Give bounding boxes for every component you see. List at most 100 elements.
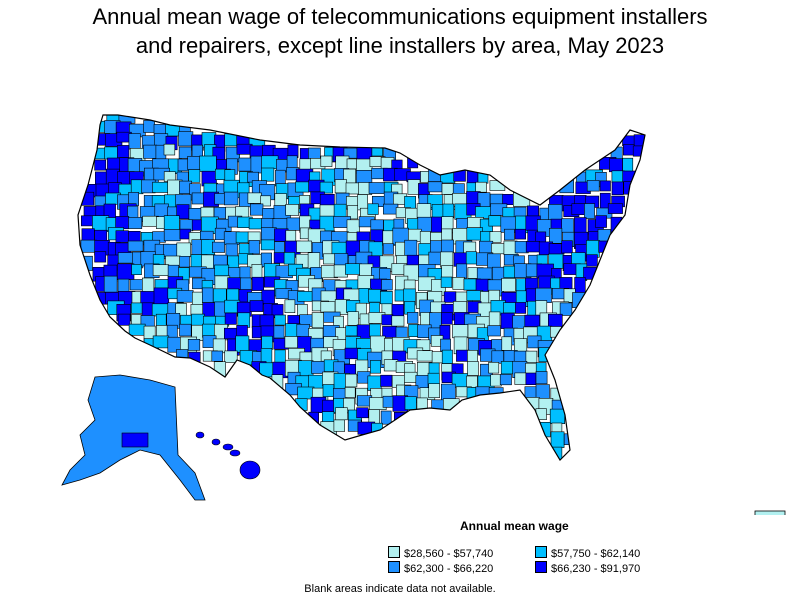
area-region [380,374,393,387]
area-region [224,350,238,363]
alaska-anchorage-area [121,432,149,448]
area-region [598,240,611,253]
hawaii-island [222,443,234,451]
area-region [202,287,214,303]
area-region [548,228,563,244]
area-region [559,302,573,316]
hawaii-island [239,460,261,480]
area-region [441,239,454,254]
area-region [535,371,548,385]
area-region [368,289,381,303]
area-region [261,289,275,305]
area-region [440,383,456,401]
area-region [346,219,360,234]
area-region [371,144,383,157]
area-region [311,361,326,374]
area-region [369,323,381,337]
area-region [382,203,399,215]
area-region [298,360,314,377]
area-region [128,323,146,336]
area-region [248,218,263,230]
area-region [131,264,142,275]
area-region [297,291,313,302]
area-region [622,144,635,156]
area-region [465,251,477,265]
area-region [274,349,286,363]
area-region [488,361,500,374]
area-region [440,312,453,325]
area-region [295,181,310,193]
area-region [586,254,598,267]
area-region [311,312,325,329]
legend-label-3: $62,300 - $66,220 [404,563,494,575]
area-region [285,204,300,216]
area-region [404,239,418,257]
map-title: Annual mean wage of telecommunications e… [0,2,800,60]
us-choropleth-map [61,114,786,515]
area-region [261,335,273,350]
area-region [214,264,230,276]
area-region [501,278,516,292]
area-region [610,216,623,233]
legend-item-4: $66,230 - $91,970 [535,561,640,575]
area-region [248,240,260,255]
area-region [466,375,478,388]
area-region [274,314,286,326]
area-region [408,324,420,337]
area-region [347,205,359,220]
area-region [224,312,237,325]
area-region [501,336,512,351]
contiguous-us-map [77,114,646,461]
area-region [347,311,359,326]
area-region [467,350,478,363]
puerto-rico-map [754,510,786,515]
area-region [249,300,264,312]
area-region [247,192,262,204]
area-region [308,411,320,424]
legend-label-1: $28,560 - $57,740 [404,548,494,560]
legend-title: Annual mean wage [460,519,569,533]
area-region [188,169,201,183]
area-region [488,215,502,227]
area-region [214,193,226,205]
hawaii-map [195,431,261,480]
area-region [223,179,240,193]
hawaii-island [195,431,205,439]
area-region [452,277,465,290]
area-region [307,252,321,269]
area-region [333,419,345,432]
area-region [224,191,239,206]
area-region [622,157,634,173]
alaska-map [61,374,206,501]
area-region [179,323,192,337]
area-region [345,182,360,195]
area-region [117,145,130,158]
area-region [213,288,227,303]
area-region [345,325,358,337]
area-region [632,145,645,157]
area-region [176,290,194,303]
area-region [94,251,107,263]
area-region [456,263,468,279]
area-region [574,277,586,294]
area-region [427,181,443,193]
area-region [284,299,296,314]
area-region [490,374,502,387]
area-region [261,155,279,170]
area-region [611,181,624,196]
area-region [381,314,394,326]
area-region [513,338,528,352]
area-region [535,384,550,400]
area-region [115,230,129,243]
area-region [608,158,623,173]
area-region [370,360,381,374]
area-region [379,268,391,280]
legend-swatch-3 [388,561,400,573]
area-region [595,215,607,228]
area-region [95,171,109,186]
area-region [440,276,453,288]
area-region [250,203,264,216]
area-region [563,433,580,445]
area-region [296,324,310,339]
area-region [547,204,563,222]
